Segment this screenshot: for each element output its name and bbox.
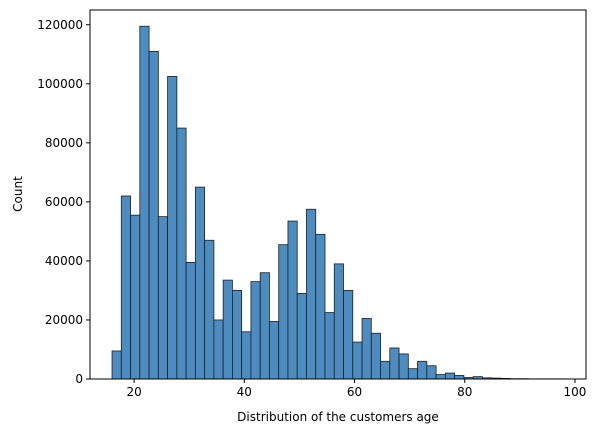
histogram-bar	[389, 347, 400, 380]
histogram-bar	[120, 195, 131, 380]
y-tick-label: 120000	[37, 18, 83, 32]
histogram-bar	[241, 331, 252, 380]
bars-group	[111, 25, 567, 380]
x-tick-label: 20	[126, 385, 141, 399]
histogram-bar	[222, 279, 233, 380]
histogram-bar	[287, 220, 298, 380]
histogram-bar	[269, 321, 280, 380]
x-tick-label: 40	[237, 385, 252, 399]
y-tick-label: 0	[75, 372, 83, 386]
y-axis-label: Count	[11, 176, 25, 212]
histogram-bar	[380, 360, 391, 380]
histogram-bar	[157, 216, 168, 380]
histogram-bar	[232, 290, 243, 380]
histogram-bar	[426, 365, 437, 380]
histogram-bar	[306, 208, 317, 380]
histogram-bar	[130, 214, 141, 380]
histogram-bar	[454, 375, 465, 380]
histogram-bar	[111, 350, 122, 380]
plot-frame	[89, 9, 587, 380]
histogram-bar	[185, 261, 196, 380]
y-tick-label: 20000	[45, 313, 83, 327]
histogram-bar	[315, 233, 326, 380]
histogram-bar	[444, 372, 456, 380]
y-axis-ticks: 0 20000 40000 60000 80000 100000 120000	[37, 18, 90, 386]
histogram-bar	[194, 186, 206, 380]
x-tick-label: 100	[564, 385, 587, 399]
x-axis-label: Distribution of the customers age	[237, 410, 439, 424]
histogram-bar	[204, 239, 215, 380]
histogram-bar	[167, 76, 178, 380]
x-tick-label: 80	[457, 385, 472, 399]
histogram-bar	[407, 368, 418, 380]
x-tick-label: 60	[347, 385, 362, 399]
histogram-bar	[278, 244, 289, 380]
histogram-bar	[250, 281, 261, 380]
histogram-bar	[296, 292, 307, 380]
histogram-bar	[435, 374, 446, 380]
histogram-bar	[259, 272, 270, 380]
histogram-bar	[148, 50, 159, 380]
histogram-bar	[370, 332, 381, 380]
histogram-bar	[398, 353, 409, 380]
y-tick-label: 80000	[45, 136, 83, 150]
histogram-bar	[139, 25, 150, 380]
histogram-bar	[176, 127, 187, 380]
histogram-bar	[343, 290, 354, 380]
histogram-bar	[361, 318, 372, 380]
histogram-bar	[352, 341, 363, 380]
histogram-bar	[213, 319, 224, 380]
y-tick-label: 100000	[37, 77, 83, 91]
histogram-bar	[324, 312, 335, 380]
histogram-bar	[417, 360, 428, 380]
y-tick-label: 60000	[45, 195, 83, 209]
x-axis-ticks: 20 40 60 80 100	[126, 379, 586, 399]
histogram-bar	[333, 263, 344, 380]
y-tick-label: 40000	[45, 254, 83, 268]
